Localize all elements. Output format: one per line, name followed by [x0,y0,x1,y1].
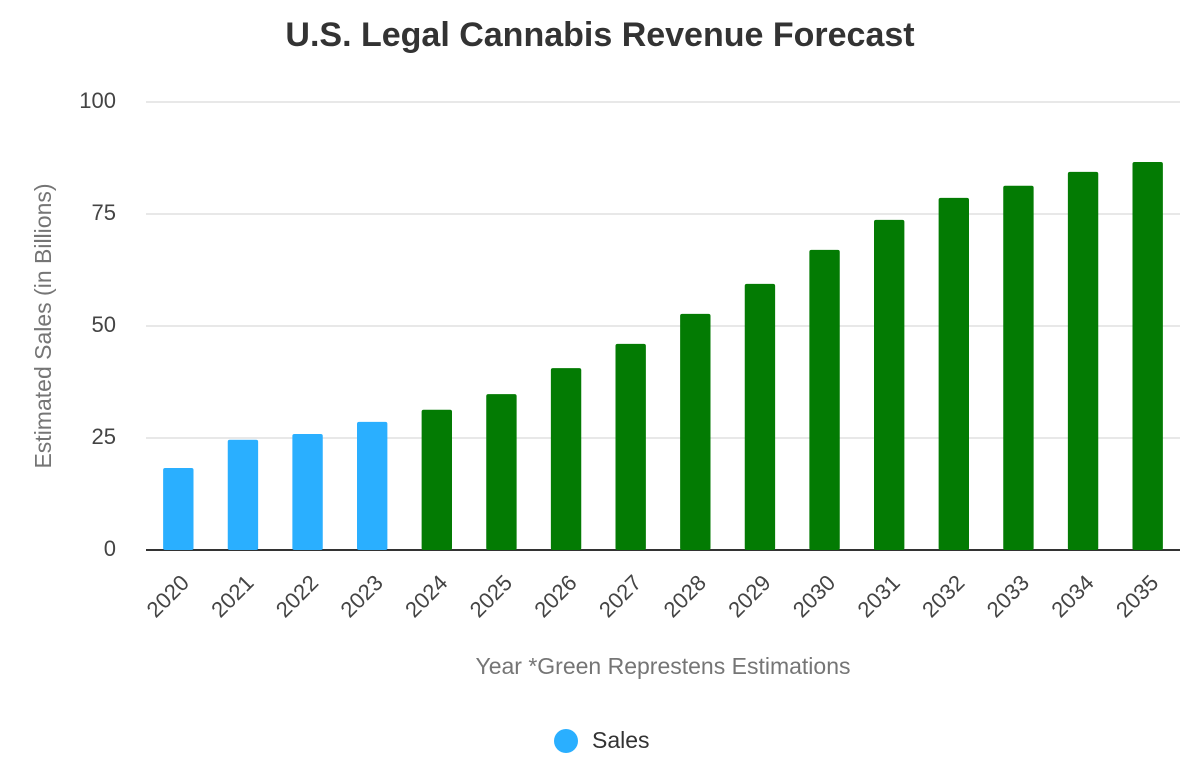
x-tick-label: 2032 [917,570,969,622]
x-tick-label: 2028 [659,570,711,622]
x-tick-label: 2034 [1046,570,1098,622]
bar [938,197,969,550]
bar [163,468,194,550]
bar [486,394,517,550]
legend-label: Sales [592,727,650,753]
y-tick-label: 0 [104,536,116,561]
bar [874,219,905,550]
bar [615,343,646,550]
legend-swatch [554,729,578,753]
x-tick-label: 2025 [465,570,517,622]
x-tick-label: 2021 [206,570,258,622]
bar [550,368,582,550]
x-tick-label: 2030 [788,570,840,622]
x-tick-label: 2023 [336,570,388,622]
bar [1067,171,1099,550]
bar [292,433,323,550]
bar [680,313,711,550]
y-axis-title: Estimated Sales (in Billions) [30,183,56,468]
x-tick-label: 2026 [529,570,581,622]
bar [744,283,776,550]
x-tick-label: 2022 [271,570,323,622]
bar [809,249,840,550]
x-tick-label: 2024 [400,570,452,622]
y-tick-label: 25 [92,424,116,449]
bar [227,439,259,550]
x-tick-label: 2020 [142,570,194,622]
y-tick-label: 75 [92,200,116,225]
x-tick-label: 2031 [853,570,905,622]
x-tick-label: 2029 [723,570,775,622]
bar [421,409,452,550]
chart-title: U.S. Legal Cannabis Revenue Forecast [285,16,914,54]
x-tick-label: 2035 [1111,570,1163,622]
bar [357,421,388,550]
y-tick-label: 50 [92,312,116,337]
y-tick-label: 100 [79,88,116,113]
x-tick-label: 2027 [594,570,646,622]
bar [1132,162,1163,551]
x-tick-label: 2033 [982,570,1034,622]
bar [1003,185,1034,550]
x-axis-title: Year *Green Represtens Estimations [475,653,850,679]
